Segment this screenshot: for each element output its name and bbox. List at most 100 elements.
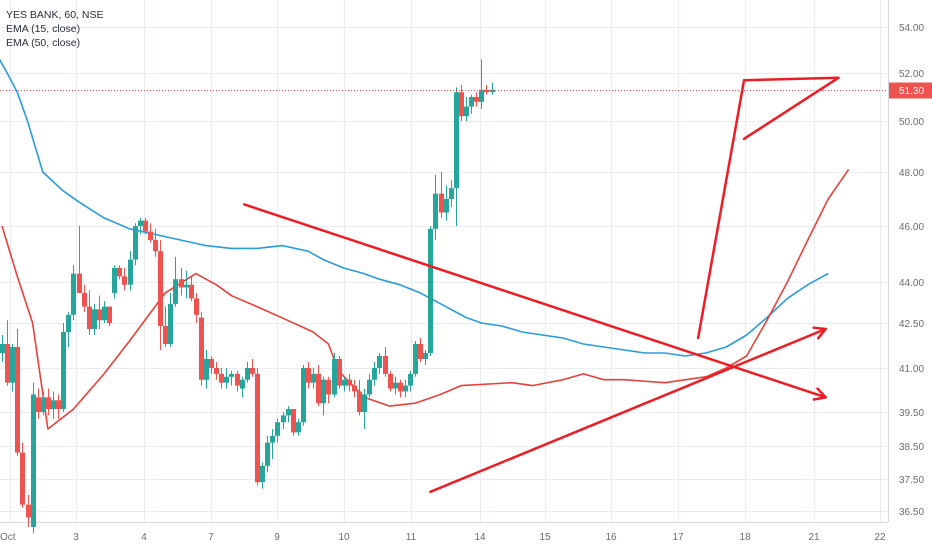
candle-body [377,356,382,368]
candle [260,462,265,489]
candle [311,368,316,389]
candle-body [286,409,291,416]
candle [26,495,31,527]
trendline [429,327,827,494]
candle [128,251,133,291]
candle-body [46,397,51,410]
candle-body [388,373,393,389]
candle-body [347,379,352,386]
candle [10,344,15,392]
candle-body [367,379,372,395]
trendline [742,76,840,82]
candle-body [117,268,122,277]
candle-body [0,344,5,353]
candle [184,270,189,299]
ema-50-line [0,58,829,357]
candle [388,370,393,392]
candle-body [326,379,331,395]
candle-body [296,422,301,433]
candle [61,323,66,412]
candle [337,356,342,389]
price-tick-label: 48.00 [899,168,924,179]
candle [219,368,224,389]
candle-body [5,344,10,383]
time-tick-label: 9 [274,532,280,543]
candle-body [306,368,311,383]
time-tick-label: 18 [739,532,751,543]
candle [306,362,311,389]
candle-body [240,379,245,389]
candle-body [270,435,275,443]
candle-body [408,373,413,386]
candle [204,350,209,389]
candle [433,174,438,240]
candle-body [133,226,138,260]
candle [173,256,178,307]
trendline [742,76,840,141]
price-tick-label: 42.50 [899,319,924,330]
legend-symbol: YES BANK, 60, NSE [6,9,104,21]
candle-body [423,353,428,359]
candle-body [107,306,112,323]
candle [474,92,479,107]
last-price-tag [889,82,932,99]
candles [0,59,495,534]
candle-body [143,220,148,232]
candle-body [311,373,316,383]
candle-body [245,368,250,380]
candle [413,341,418,377]
candle [133,223,138,266]
candle [194,292,199,323]
candle [484,85,489,95]
candle-body [163,326,168,344]
ema-15-path [1,168,850,430]
candle [229,370,234,386]
candle [469,94,474,114]
candle-body [229,373,234,377]
candle-body [138,220,143,226]
price-tick-label: 36.50 [899,507,924,518]
trendlines[interactable] [243,76,840,494]
candle-body [393,382,398,389]
candle [377,353,382,374]
candle [51,391,56,419]
ema-50-path [0,58,829,357]
time-tick-label: 10 [338,532,350,543]
time-tick-label: 15 [539,532,551,543]
price-tick-label: 50.00 [899,117,924,128]
candle [77,226,82,293]
time-tick-label: 22 [874,532,886,543]
time-tick-label: 21 [808,532,820,543]
candle [296,418,301,436]
candle [490,82,495,95]
candle-body [301,368,306,423]
candle-body [168,303,173,344]
candle-body [281,415,286,423]
time-tick-label: 3 [73,532,79,543]
candle [179,268,184,296]
candle [214,362,219,380]
candle-body [219,373,224,383]
candle [163,306,168,347]
candle [240,376,245,398]
candle-body [82,292,87,307]
candle [342,376,347,392]
candle-body [66,314,71,332]
candle-body [51,400,56,410]
time-axis[interactable]: Oct 3 4 7 9 10 11 14 15 16 17 18 21 22 [0,522,888,544]
candle-body [153,240,158,252]
candle-body [71,273,76,315]
time-tick-label: 16 [605,532,617,543]
candle [46,388,51,416]
candle-body [454,92,459,189]
candle [5,320,10,386]
candle-body [291,409,296,433]
price-tick-label: 46.00 [899,222,924,233]
candle [479,59,484,109]
price-tick-label: 44.00 [899,278,924,289]
candle-body [428,228,433,353]
last-price-marker: 51.30 [0,82,932,99]
candle-body [10,347,15,383]
